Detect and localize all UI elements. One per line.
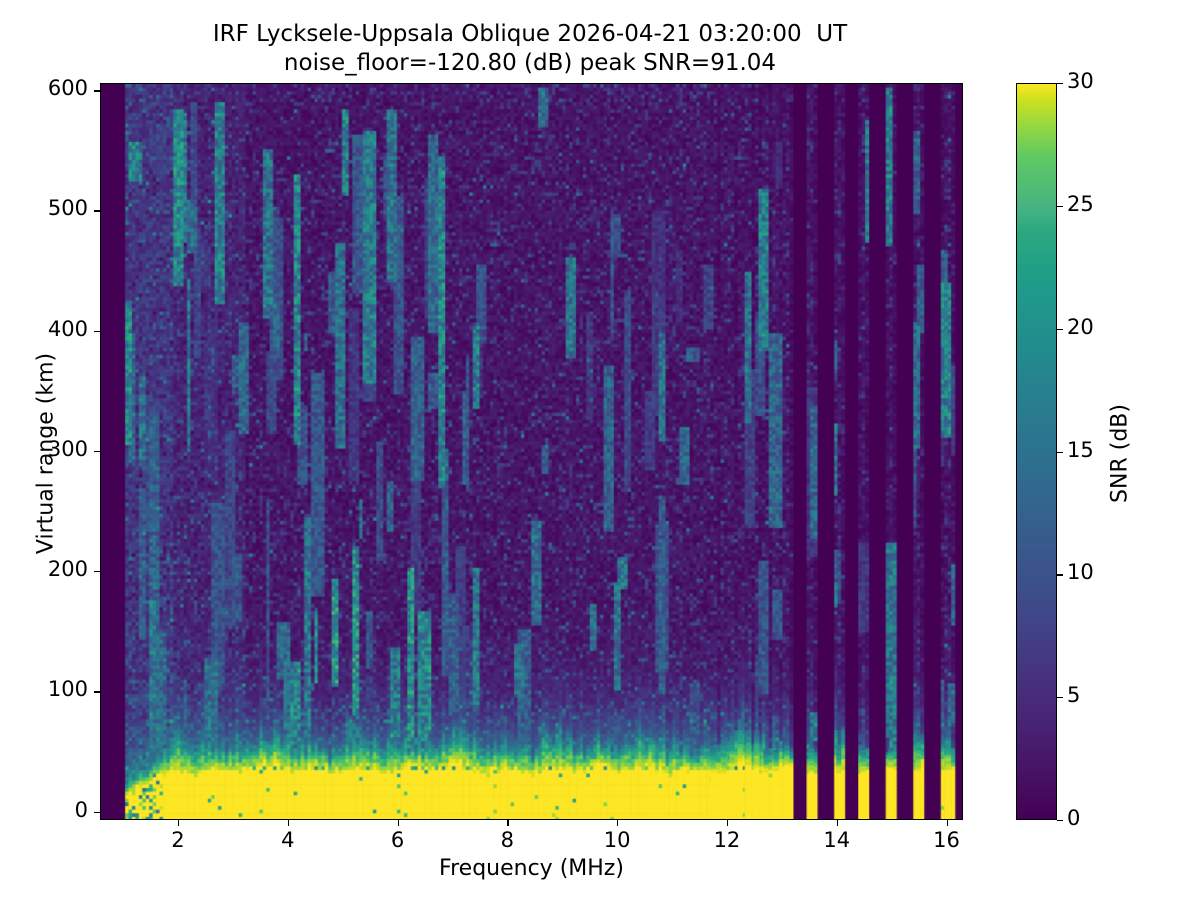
x-tick-mark	[617, 820, 619, 826]
plot-area	[100, 83, 963, 820]
colorbar-label: SNR (dB)	[1107, 404, 1133, 503]
y-tick-label: 200	[47, 557, 88, 582]
colorbar-tick-mark	[1057, 697, 1063, 699]
y-tick-label: 100	[47, 677, 88, 702]
x-tick-label: 2	[171, 828, 185, 852]
colorbar-tick-label: 20	[1067, 314, 1094, 339]
y-tick-mark	[94, 90, 100, 92]
y-tick-label: 500	[47, 196, 88, 221]
colorbar-tick-mark	[1057, 328, 1063, 330]
x-tick-mark	[287, 820, 290, 826]
ionogram-heatmap	[101, 84, 962, 819]
title-line-2: noise_floor=-120.80 (dB) peak SNR=91.04	[283, 50, 777, 77]
y-tick-mark	[94, 571, 100, 573]
x-tick-label: 8	[500, 828, 515, 852]
y-tick-label: 300	[47, 436, 88, 461]
x-tick-mark	[397, 820, 399, 826]
x-tick-mark	[836, 820, 839, 826]
x-tick-label: 16	[933, 828, 960, 852]
x-tick-label: 4	[281, 828, 295, 852]
colorbar-tick-mark	[1057, 83, 1063, 85]
x-tick-mark	[726, 820, 729, 826]
colorbar-tick-label: 15	[1067, 437, 1094, 462]
y-tick-label: 400	[47, 316, 88, 341]
colorbar-tick-mark	[1057, 451, 1063, 453]
colorbar-tick-label: 25	[1067, 191, 1094, 216]
title-line-1: IRF Lycksele-Uppsala Oblique 2026-04-21 …	[212, 21, 848, 47]
y-tick-mark	[94, 691, 100, 693]
y-tick-label: 600	[47, 76, 88, 101]
x-tick-label: 12	[713, 828, 741, 852]
colorbar-tick-label: 5	[1067, 683, 1081, 708]
y-tick-mark	[94, 210, 100, 212]
colorbar-tick-mark	[1057, 205, 1063, 208]
colorbar	[1016, 83, 1057, 820]
y-axis-label: Virtual range (km)	[33, 352, 59, 555]
x-tick-mark	[946, 820, 948, 826]
colorbar-tick-label: 10	[1067, 560, 1094, 585]
y-tick-mark	[94, 330, 100, 332]
colorbar-tick-label: 30	[1067, 69, 1094, 93]
x-tick-label: 14	[823, 828, 851, 852]
y-tick-mark	[94, 450, 100, 453]
y-tick-label: 0	[74, 797, 88, 822]
colorbar-tick-mark	[1057, 820, 1063, 822]
colorbar-tick-mark	[1057, 574, 1063, 576]
x-axis-label: Frequency (MHz)	[439, 856, 624, 881]
x-tick-label: 10	[603, 828, 631, 852]
y-tick-mark	[94, 811, 100, 813]
x-tick-label: 6	[390, 828, 405, 852]
x-tick-mark	[507, 820, 509, 826]
x-tick-mark	[177, 820, 180, 826]
colorbar-tick-label: 0	[1067, 806, 1081, 830]
chart-title: IRF Lycksele-Uppsala Oblique 2026-04-21 …	[0, 20, 1060, 79]
